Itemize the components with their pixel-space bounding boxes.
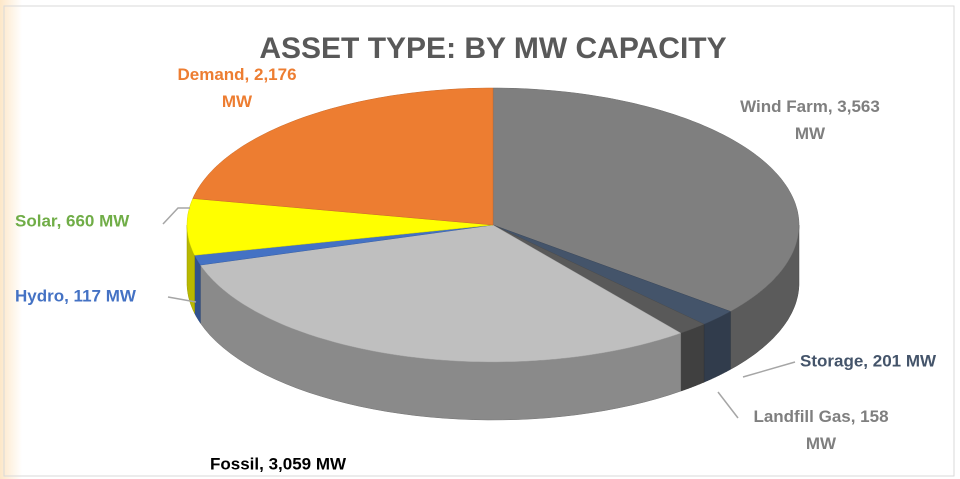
data-label: Wind Farm, 3,563 MW <box>740 97 880 143</box>
leader-line <box>167 296 197 303</box>
data-label: Demand, 2,176 MW <box>177 65 296 111</box>
slice <box>186 198 494 256</box>
data-label: Landfill Gas, 158 MW <box>753 407 888 453</box>
leader-line <box>742 361 796 378</box>
slice-side <box>194 255 201 324</box>
leader-line <box>162 207 190 225</box>
label-line: MW <box>795 124 826 143</box>
label-line: MW <box>806 434 837 453</box>
slice <box>492 224 705 334</box>
slice <box>492 87 800 312</box>
label-line: Demand, 2,176 <box>177 65 296 84</box>
leader-line <box>717 391 739 419</box>
data-label: Fossil, 3,059 MW <box>210 454 347 473</box>
chart-border <box>3 5 955 477</box>
label-line: MW <box>222 92 253 111</box>
label-line: Landfill Gas, 158 <box>753 407 888 426</box>
slice <box>192 87 494 226</box>
slice-side <box>680 323 705 392</box>
slice <box>199 224 682 363</box>
data-label: Solar, 660 MW <box>15 211 130 230</box>
data-label: Hydro, 117 MW <box>15 286 137 305</box>
slice <box>194 224 494 266</box>
data-label: Storage, 201 MW <box>800 351 937 370</box>
chart-title: ASSET TYPE: BY MW CAPACITY <box>259 32 726 65</box>
label-line: Wind Farm, 3,563 <box>740 97 880 116</box>
slice <box>492 224 732 325</box>
edge-decor <box>0 0 22 479</box>
